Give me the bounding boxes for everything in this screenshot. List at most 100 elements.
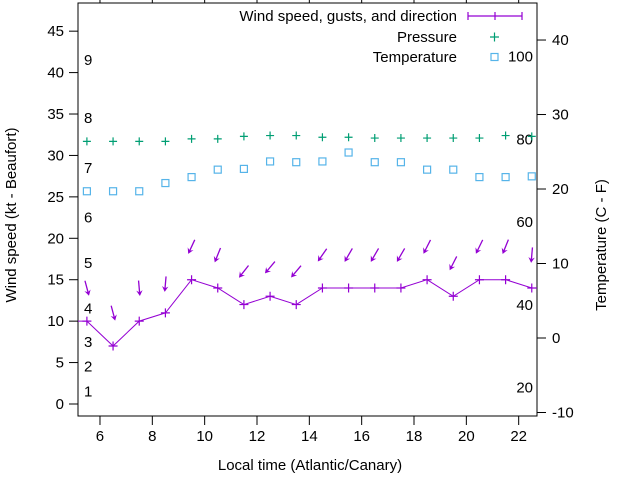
wind-speed-line bbox=[78, 279, 537, 347]
wind-direction-arrow bbox=[501, 239, 510, 255]
x-axis-tick-labels: 6 8 10 12 14 16 18 20 22 bbox=[96, 428, 527, 445]
arrow-head bbox=[162, 286, 169, 292]
temperature-marker bbox=[187, 172, 196, 182]
pressure-marker bbox=[135, 137, 144, 146]
fahrenheit-scale-label: 100 bbox=[508, 49, 533, 66]
legend-label-wind: Wind speed, gusts, and direction bbox=[239, 8, 457, 25]
y-left-tick-label: 40 bbox=[47, 65, 64, 82]
wind-direction-arrows bbox=[84, 239, 535, 321]
pressure-marker bbox=[318, 133, 327, 142]
wind-direction-arrow bbox=[136, 280, 143, 296]
arrow-head bbox=[423, 247, 429, 254]
fahrenheit-scale-label: 80 bbox=[516, 131, 533, 148]
temperature-marker bbox=[344, 148, 353, 157]
beaufort-scale-label: 8 bbox=[84, 110, 92, 127]
temperature-markers bbox=[82, 148, 536, 196]
arrow-head bbox=[344, 255, 351, 262]
legend-label-pressure: Pressure bbox=[397, 29, 457, 46]
arrow-shaft bbox=[215, 247, 222, 260]
pressure-marker bbox=[82, 137, 91, 146]
pressure-marker bbox=[501, 131, 510, 140]
temperature-marker bbox=[527, 172, 536, 181]
temperature-marker bbox=[239, 164, 249, 174]
wind-direction-arrow bbox=[449, 256, 458, 271]
x-tick-label: 20 bbox=[458, 428, 475, 445]
temperature-marker bbox=[213, 165, 222, 174]
arrow-head bbox=[396, 255, 403, 262]
pressure-marker bbox=[292, 131, 301, 140]
temperature-marker bbox=[422, 165, 432, 174]
arrow-head bbox=[187, 247, 194, 254]
wind-speed-marker bbox=[317, 283, 327, 293]
beaufort-scale-label: 6 bbox=[84, 210, 92, 227]
wind-speed-markers bbox=[82, 275, 537, 351]
arrow-head bbox=[449, 263, 456, 271]
temperature-marker bbox=[135, 187, 144, 196]
wind-direction-arrow bbox=[110, 305, 117, 321]
temperature-marker bbox=[161, 178, 170, 188]
pressure-marker bbox=[423, 134, 432, 143]
legend-samples bbox=[467, 12, 523, 62]
temperature-marker bbox=[318, 157, 327, 166]
arrow-head bbox=[370, 255, 377, 262]
arrow-shaft bbox=[110, 305, 115, 318]
arrow-head bbox=[136, 290, 143, 296]
y-right-tick-label: 40 bbox=[552, 32, 569, 49]
wind-speed-marker bbox=[291, 300, 301, 310]
arrow-head bbox=[264, 267, 272, 274]
pressure-marker bbox=[475, 134, 484, 143]
wind-direction-arrow bbox=[187, 239, 196, 254]
wind-speed-marker bbox=[187, 275, 197, 285]
wind-speed-marker bbox=[344, 283, 354, 293]
pressure-marker bbox=[187, 134, 196, 143]
wind-speed-marker bbox=[239, 300, 249, 310]
wind-speed-marker bbox=[474, 275, 484, 285]
arrow-shaft bbox=[292, 265, 302, 276]
x-axis-ticks bbox=[99, 0, 520, 425]
arrow-head bbox=[84, 289, 91, 296]
wind-direction-arrow bbox=[264, 261, 276, 274]
fahrenheit-scale-label: 20 bbox=[516, 380, 533, 397]
y-axis-left-label: Wind speed (kt - Beaufort) bbox=[3, 127, 20, 302]
y-right-tick-label: 20 bbox=[552, 181, 569, 198]
y-axis-right-tick-labels: -10 0 10 20 30 40 bbox=[552, 32, 574, 421]
beaufort-scale-labels: 1 2 3 4 5 6 7 8 9 bbox=[84, 52, 92, 400]
beaufort-scale-label: 1 bbox=[84, 384, 92, 401]
y-left-tick-label: 0 bbox=[56, 396, 64, 413]
x-axis-label: Local time (Atlantic/Canary) bbox=[218, 457, 402, 474]
y-right-tick-label: 30 bbox=[552, 107, 569, 124]
temperature-marker bbox=[265, 157, 275, 166]
beaufort-scale-label: 4 bbox=[84, 301, 92, 318]
wind-speed-marker bbox=[160, 308, 170, 318]
x-tick-label: 14 bbox=[301, 428, 318, 445]
y-left-tick-label: 15 bbox=[47, 272, 64, 289]
wind-direction-arrow bbox=[475, 239, 484, 254]
temperature-marker bbox=[396, 158, 406, 167]
wind-speed-marker bbox=[265, 291, 275, 301]
temperature-marker bbox=[292, 158, 301, 167]
y-left-tick-label: 45 bbox=[47, 23, 64, 40]
wind-direction-arrow bbox=[84, 280, 91, 296]
arrow-shaft bbox=[450, 256, 458, 268]
y-left-tick-label: 30 bbox=[47, 147, 64, 164]
wind-direction-arrow bbox=[317, 248, 328, 262]
wind-speed-marker bbox=[448, 291, 458, 301]
y-right-tick-label: -10 bbox=[552, 404, 574, 421]
legend-label-temperature: Temperature bbox=[373, 49, 457, 66]
arrow-head bbox=[110, 314, 117, 321]
arrow-shaft bbox=[398, 248, 406, 260]
beaufort-scale-label: 9 bbox=[84, 52, 92, 69]
wind-speed-marker bbox=[134, 316, 144, 326]
y-left-tick-label: 20 bbox=[47, 230, 64, 247]
x-tick-label: 18 bbox=[406, 428, 423, 445]
fahrenheit-scale-label: 60 bbox=[516, 214, 533, 231]
arrow-head bbox=[291, 271, 298, 278]
wind-direction-arrow bbox=[528, 247, 535, 263]
wind-direction-arrow bbox=[370, 248, 380, 262]
chart-generated-layers: 6 8 10 12 14 16 18 20 22051015202530354045-10010… bbox=[47, 0, 574, 445]
y-left-tick-label: 35 bbox=[47, 106, 64, 123]
arrow-head bbox=[501, 247, 508, 255]
y-left-tick-label: 10 bbox=[47, 313, 64, 330]
